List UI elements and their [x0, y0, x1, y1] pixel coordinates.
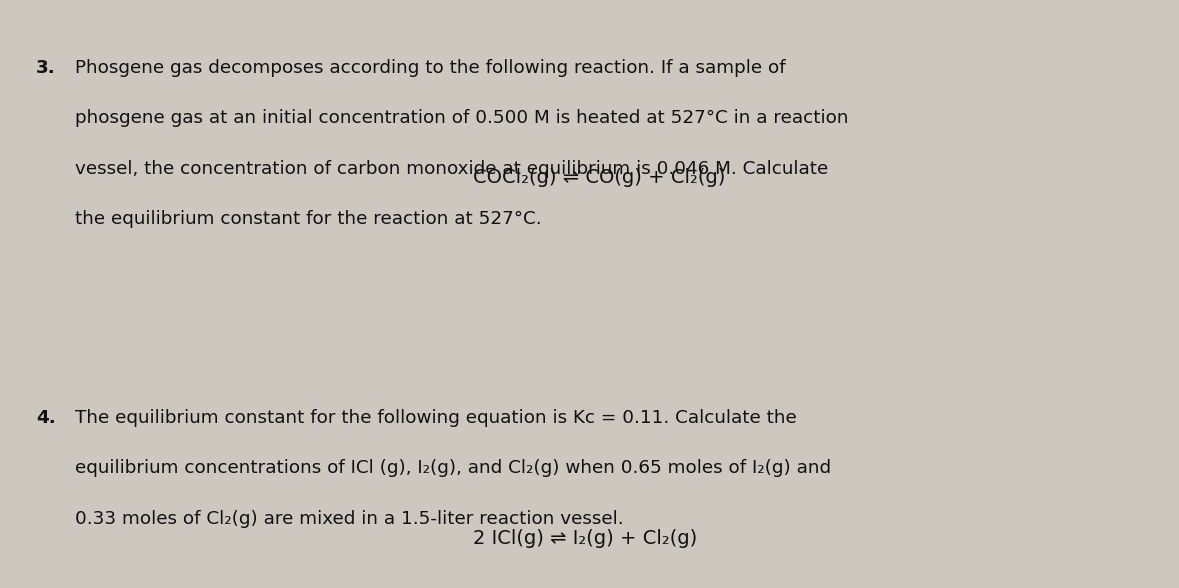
Text: phosgene gas at an initial concentration of 0.500 M is heated at 527°C in a reac: phosgene gas at an initial concentration…: [74, 109, 848, 127]
Text: 2 ICl(g) ⇌ I₂(g) + Cl₂(g): 2 ICl(g) ⇌ I₂(g) + Cl₂(g): [473, 529, 697, 549]
Text: The equilibrium constant for the following equation is Kc = 0.11. Calculate the: The equilibrium constant for the followi…: [74, 409, 796, 427]
Text: 4.: 4.: [37, 409, 55, 427]
Text: COCl₂(g) ⇌ CO(g) + Cl₂(g): COCl₂(g) ⇌ CO(g) + Cl₂(g): [473, 168, 725, 187]
Text: the equilibrium constant for the reaction at 527°C.: the equilibrium constant for the reactio…: [74, 210, 541, 228]
Text: equilibrium concentrations of ICl (g), I₂(g), and Cl₂(g) when 0.65 moles of I₂(g: equilibrium concentrations of ICl (g), I…: [74, 459, 831, 477]
Text: vessel, the concentration of carbon monoxide at equilibrium is 0.046 M. Calculat: vessel, the concentration of carbon mono…: [74, 160, 828, 178]
Text: 3.: 3.: [37, 59, 55, 76]
Text: 0.33 moles of Cl₂(g) are mixed in a 1.5-liter reaction vessel.: 0.33 moles of Cl₂(g) are mixed in a 1.5-…: [74, 510, 624, 528]
Text: Phosgene gas decomposes according to the following reaction. If a sample of: Phosgene gas decomposes according to the…: [74, 59, 785, 76]
